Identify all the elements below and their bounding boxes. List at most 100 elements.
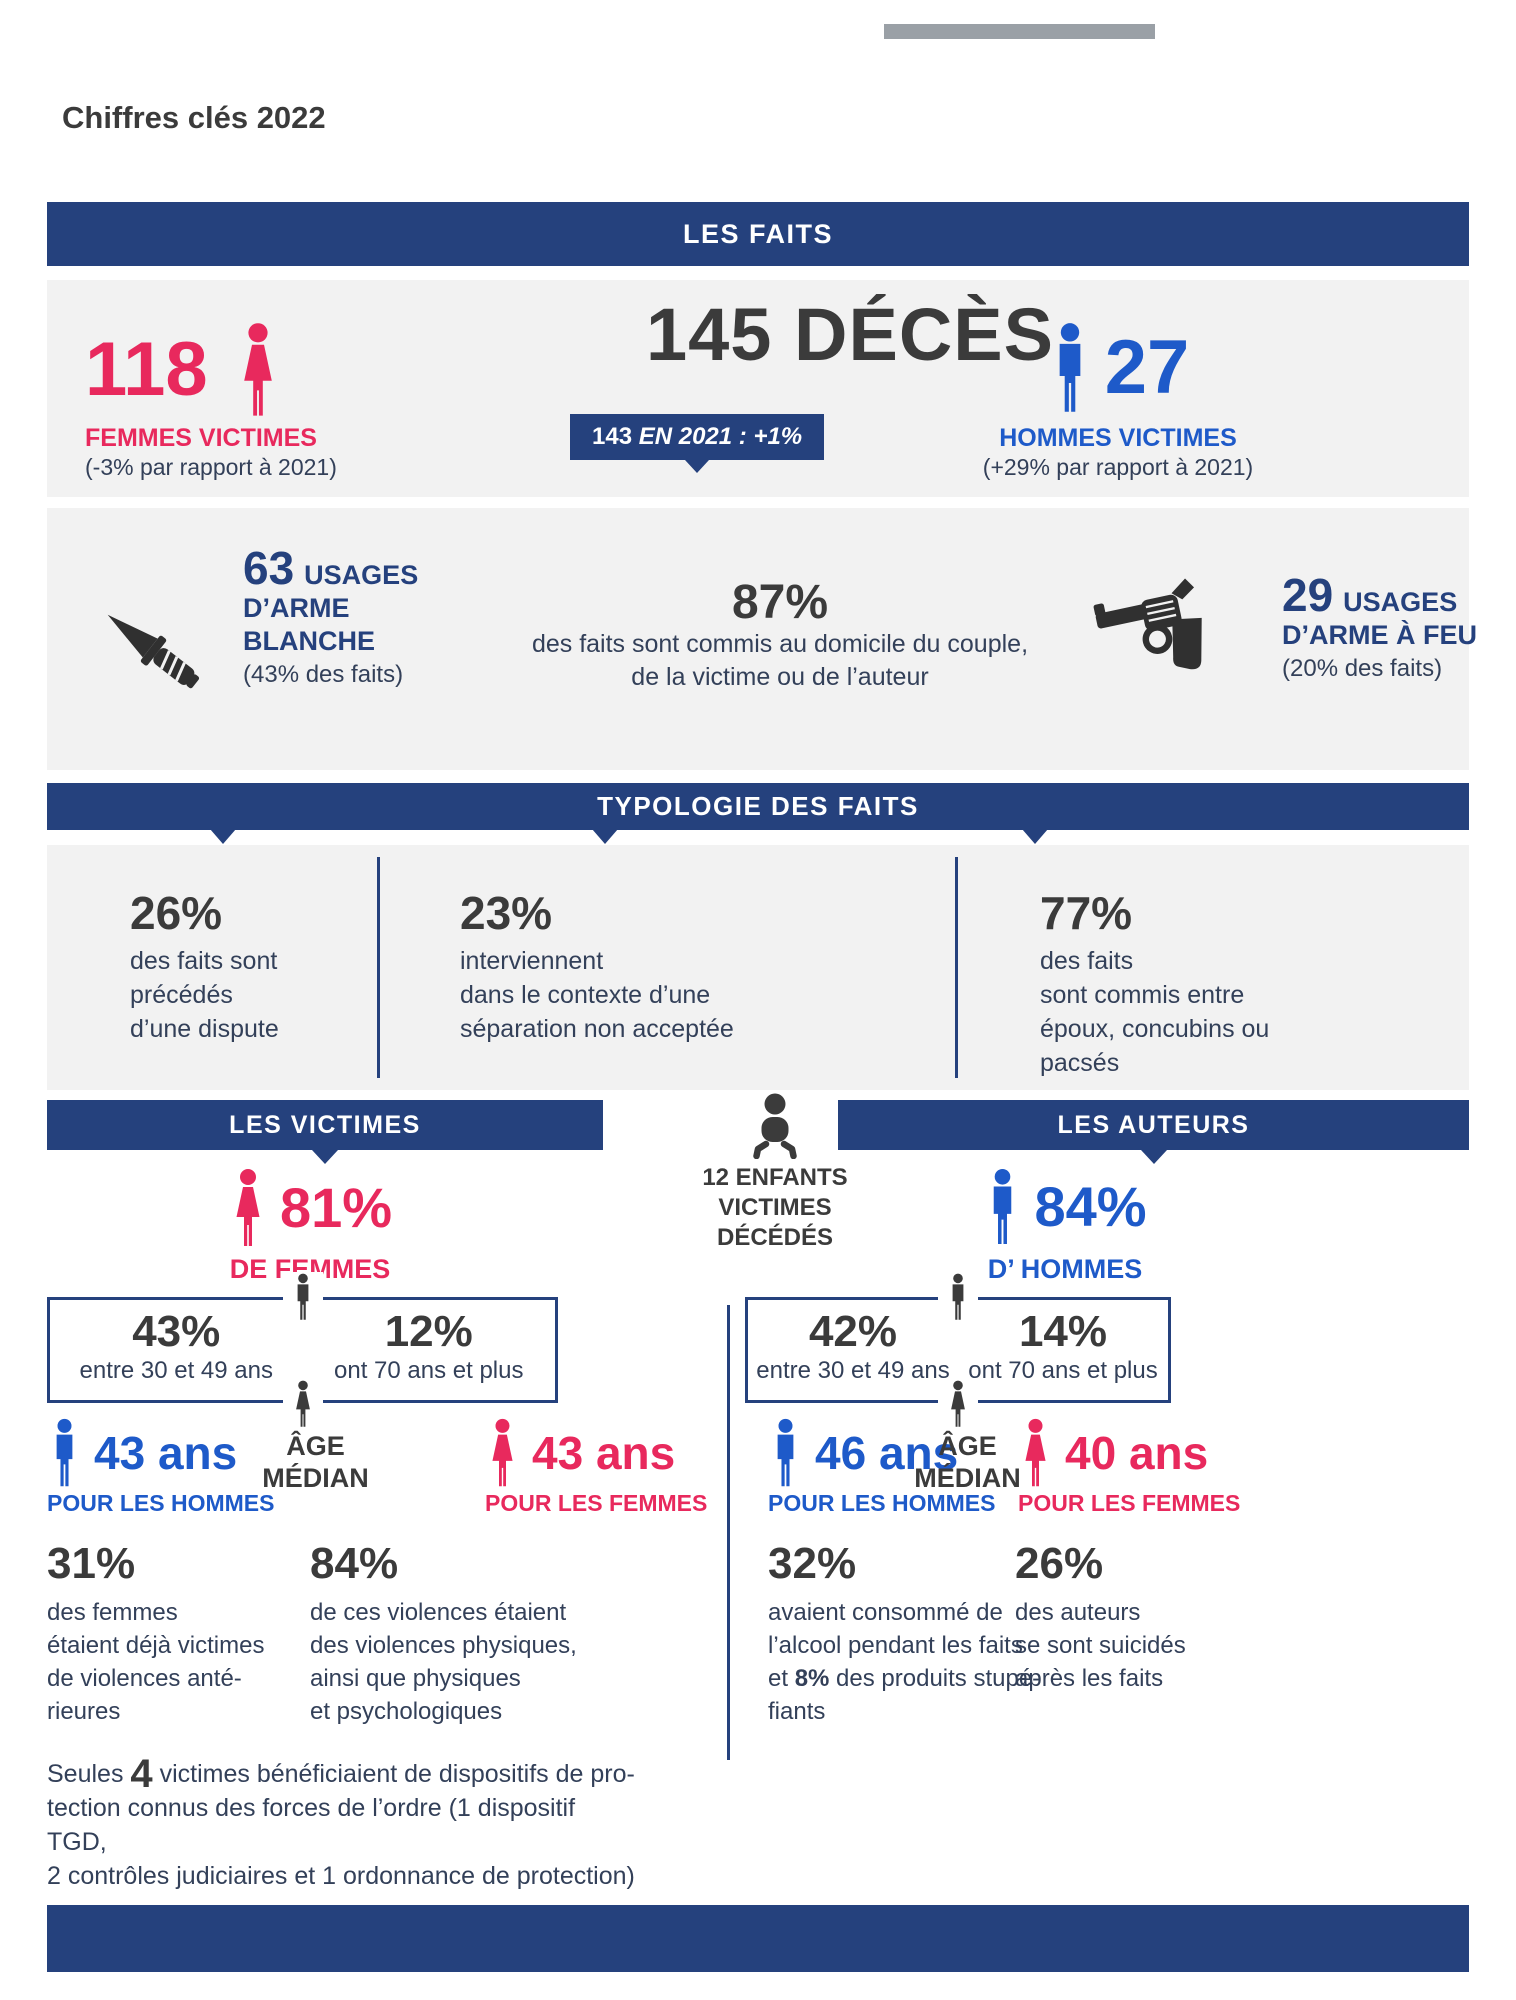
median-label: POUR LES FEMMES (1018, 1490, 1241, 1516)
banner-victimes-label: LES VICTIMES (229, 1111, 421, 1139)
median-label: POUR LES HOMMES (768, 1490, 996, 1516)
section-banner-typologie: TYPOLOGIE DES FAITS (47, 783, 1469, 830)
pointer-triangle (1022, 829, 1048, 844)
typologie-pct: 26% (130, 887, 223, 939)
auteurs-share-label: D’ HOMMES (987, 1254, 1143, 1284)
badge-comparison: EN 2021 : +1% (632, 423, 803, 450)
auteurs-age-box: 42% entre 30 et 49 ans 14% ont 70 ans et… (745, 1272, 1171, 1429)
age-pct: 43% (132, 1307, 221, 1356)
typologie-pct: 77% (1040, 887, 1133, 939)
stat-text: des auteurs se sont suicidés après les f… (1015, 1599, 1186, 1692)
victimes-auteurs-divider (727, 1305, 730, 1760)
auteurs-median-men: 46 ans POUR LES HOMMES (768, 1418, 995, 1517)
protection-prefix: Seules (47, 1760, 131, 1788)
auteurs-stat-alcool: 32% avaient consommé de l’alcool pendant… (768, 1540, 1058, 1728)
victimes-age-box: 43% entre 30 et 49 ans 12% ont 70 ans et… (47, 1272, 558, 1429)
femmes-note: (-3% par rapport à 2021) (85, 454, 337, 480)
median-value: 46 ans (815, 1427, 959, 1479)
auteurs-share-pct: 84% (1034, 1175, 1147, 1238)
deces-badge: 143 EN 2021 : +1% (570, 414, 825, 473)
arme-feu-count: 29 (1282, 569, 1334, 621)
victimes-median-women: 43 ans POUR LES FEMMES (485, 1418, 707, 1517)
arme-blanche-note: (43% des faits) (243, 661, 404, 688)
stat-pct: 32% (768, 1539, 857, 1588)
femmes-count: 118 (85, 327, 208, 412)
woman-icon (492, 1418, 513, 1487)
stat-text: des femmes étaient déjà victimes de viol… (47, 1599, 265, 1725)
hommes-note: (+29% par rapport à 2021) (982, 454, 1254, 480)
domicile-stat: 87% des faits sont commis au domicile du… (390, 578, 1170, 694)
panel-weapons (47, 508, 1469, 770)
stat-text-part: avaient consommé de l’alcool pendant les… (768, 1599, 1023, 1692)
stat-pct: 31% (47, 1539, 136, 1588)
page-title: Chiffres clés 2022 (62, 100, 326, 135)
domicile-line2: de la victime ou de l’auteur (631, 663, 929, 691)
age-pct: 42% (808, 1307, 898, 1356)
column-divider (377, 857, 380, 1078)
panel-key-figures (47, 280, 1469, 497)
victimes-age-30-49: 43% entre 30 et 49 ans (50, 1300, 303, 1400)
domicile-line1: des faits sont commis au domicile du cou… (531, 630, 1029, 658)
revolver-icon (1093, 578, 1202, 670)
stat-pct: 84% (310, 1539, 399, 1588)
auteurs-age-median-title: ÂGE MÉDIAN (914, 1431, 1021, 1493)
typologie-pct: 23% (460, 887, 553, 939)
typologie-text: des faits sont commis entre époux, concu… (1040, 947, 1270, 1077)
deces-headline: 145 DÉCÈS (646, 293, 1054, 376)
age-label: entre 30 et 49 ans (79, 1357, 273, 1384)
median-value: 43 ans (94, 1427, 238, 1479)
pointer-triangle (210, 829, 236, 844)
woman-icon (236, 1169, 260, 1246)
victimes-age-median-title: ÂGE MÉDIAN (262, 1431, 369, 1493)
hommes-count: 27 (1104, 325, 1190, 410)
stat-bold-pct: 8% (794, 1665, 830, 1692)
woman-icon (1025, 1418, 1046, 1487)
typologie-item: 26% des faits sont précédés d’une disput… (130, 888, 380, 1046)
man-icon (1059, 323, 1081, 412)
victimes-stat-physiques: 84% de ces violences étaient des violenc… (310, 1540, 600, 1728)
typologie-text: interviennent dans le contexte d’une sép… (460, 947, 734, 1043)
auteurs-age-70-plus: 14% ont 70 ans et plus (958, 1300, 1168, 1400)
median-label: POUR LES FEMMES (485, 1490, 708, 1516)
enfants-text: 12 ENFANTS VICTIMES DÉCÉDÉS (702, 1164, 848, 1251)
typologie-item: 23% interviennent dans le contexte d’une… (460, 888, 760, 1046)
baby-icon (745, 1093, 805, 1159)
section-banner-auteurs: LES AUTEURS (838, 1100, 1469, 1164)
domicile-pct: 87% (731, 576, 829, 629)
pointer-triangle (592, 829, 618, 844)
victimes-share: 81% (160, 1168, 460, 1248)
arme-blanche-line2: D’ARME (243, 593, 350, 623)
stat-text: avaient consommé de l’alcool pendant les… (768, 1596, 1058, 1728)
column-divider (955, 857, 958, 1078)
knife-icon (107, 614, 200, 689)
victimes-share-pct: 81% (279, 1176, 393, 1239)
arme-feu-line2: D’ARME À FEU (1282, 620, 1477, 650)
banner-les-faits-label: LES FAITS (682, 219, 834, 249)
man-icon (994, 1168, 1012, 1245)
victimes-median-men: 43 ans POUR LES HOMMES (47, 1418, 274, 1517)
man-icon (938, 1272, 978, 1322)
stat-pct: 26% (1015, 1539, 1104, 1588)
bottom-bar (47, 1905, 1469, 1972)
arme-feu-note: (20% des faits) (1282, 655, 1443, 682)
auteurs-age-30-49: 42% entre 30 et 49 ans (748, 1300, 958, 1400)
typologie-item: 77% des faits sont commis entre époux, c… (1040, 888, 1320, 1080)
banner-auteurs-label: LES AUTEURS (1057, 1111, 1250, 1139)
man-icon (777, 1418, 794, 1487)
age-label: ont 70 ans et plus (334, 1357, 524, 1384)
top-gray-bar (884, 24, 1155, 39)
femmes-label: FEMMES VICTIMES (85, 424, 317, 452)
banner-typologie-label: TYPOLOGIE DES FAITS (597, 791, 919, 821)
auteurs-stat-suicide: 26% des auteurs se sont suicidés après l… (1015, 1540, 1235, 1695)
victimes-protection-note: Seules 4 victimes bénéficiaient de dispo… (47, 1754, 637, 1893)
age-label: ont 70 ans et plus (968, 1357, 1158, 1384)
arme-blanche-count: 63 (243, 542, 295, 594)
arme-feu-unit: USAGES (1343, 587, 1458, 617)
section-banner-victimes: LES VICTIMES (47, 1100, 603, 1164)
hommes-victimes-figure: 27 (903, 322, 1333, 414)
arme-feu-block: 29 USAGES D’ARME À FEU (20% des faits) (1282, 572, 1477, 683)
median-value: 43 ans (532, 1427, 676, 1479)
protection-suffix: victimes bénéficiaient de dispositifs de… (47, 1760, 635, 1890)
protection-count: 4 (130, 1752, 153, 1796)
woman-icon (938, 1379, 978, 1429)
